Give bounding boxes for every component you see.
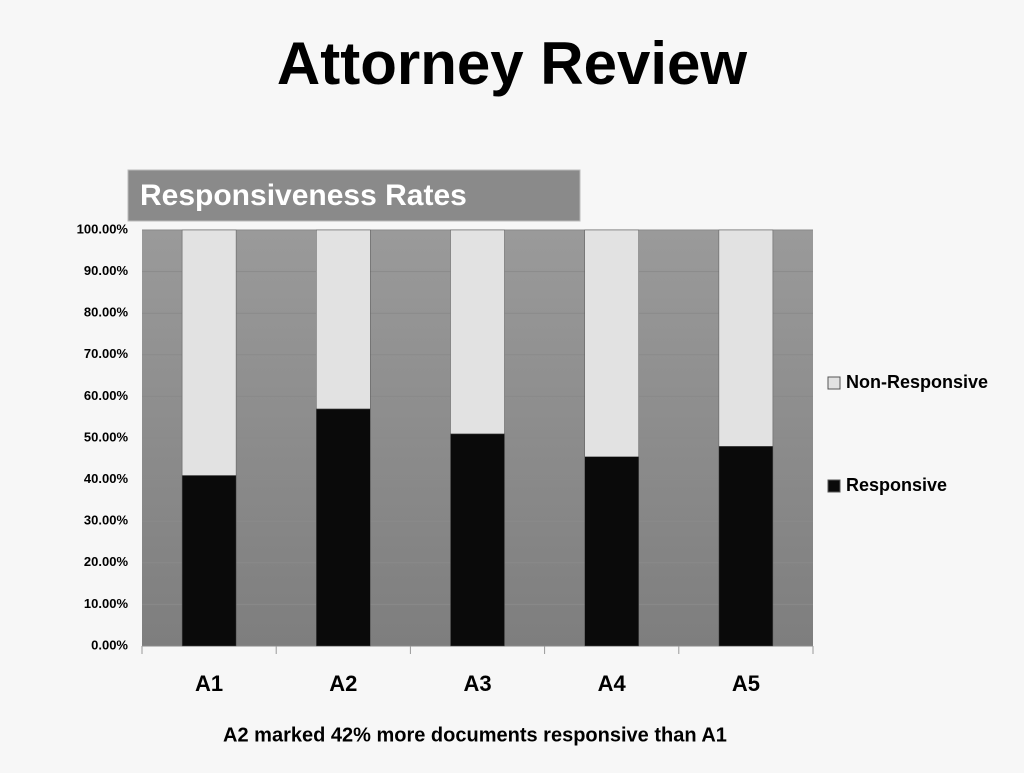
legend-swatch	[827, 479, 841, 493]
subtitle-box	[127, 169, 581, 222]
x-tick-label: A1	[195, 671, 223, 696]
bar-segment	[718, 446, 774, 647]
chart-subtitle: Responsiveness Rates	[140, 179, 467, 212]
y-tick-label: 40.00%	[84, 471, 129, 486]
y-tick-label: 50.00%	[84, 429, 129, 444]
x-tick-label: A5	[732, 671, 760, 696]
x-tick-label: A2	[329, 671, 357, 696]
legend-label: Responsive	[846, 475, 947, 495]
y-tick-label: 20.00%	[84, 554, 129, 569]
y-tick-label: 100.00%	[77, 221, 129, 236]
bar-segment	[718, 229, 774, 447]
bar-segment	[181, 229, 237, 476]
y-tick-label: 90.00%	[84, 263, 129, 278]
bar-segment	[450, 433, 505, 647]
x-tick-label: A4	[598, 671, 627, 696]
slide-title: Attorney Review	[277, 30, 747, 97]
x-tick-label: A3	[463, 671, 491, 696]
bar-segment	[584, 229, 639, 457]
y-tick-label: 70.00%	[84, 346, 129, 361]
y-tick-label: 10.00%	[84, 596, 129, 611]
annotation: A2 marked 42% more documents responsive …	[223, 724, 727, 746]
bar-segment	[450, 229, 505, 435]
y-tick-label: 80.00%	[84, 305, 129, 320]
bar-segment	[584, 456, 639, 647]
legend-swatch	[827, 376, 841, 390]
y-tick-label: 30.00%	[84, 513, 129, 528]
legend-label: Non-Responsive	[846, 372, 988, 392]
bar-segment	[316, 229, 371, 410]
bar-segment	[181, 475, 237, 647]
bar-segment	[316, 408, 371, 647]
y-tick-label: 60.00%	[84, 388, 129, 403]
y-tick-label: 0.00%	[91, 637, 128, 652]
